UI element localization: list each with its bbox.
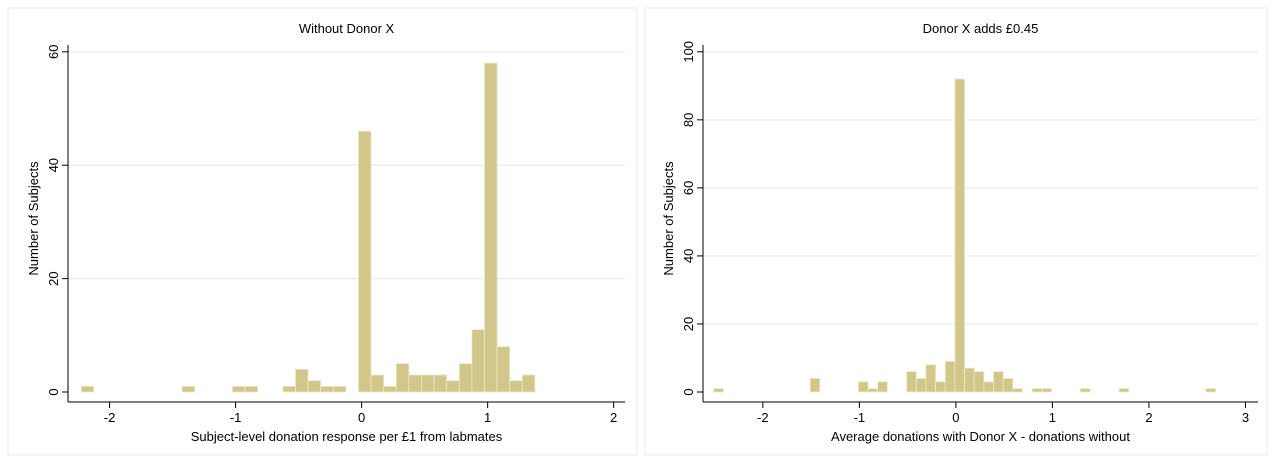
x-tick-label: -1 bbox=[230, 410, 242, 425]
chart-title: Donor X adds £0.45 bbox=[923, 21, 1039, 36]
x-tick-label: 2 bbox=[610, 410, 617, 425]
bar bbox=[1041, 388, 1052, 393]
bar bbox=[973, 371, 985, 393]
x-tick-label: -1 bbox=[854, 410, 866, 425]
bar bbox=[244, 385, 259, 393]
bar bbox=[433, 374, 448, 393]
bar bbox=[80, 385, 95, 393]
bar bbox=[944, 360, 956, 393]
bar bbox=[509, 380, 523, 393]
bar bbox=[408, 374, 422, 393]
bar bbox=[282, 385, 296, 393]
bar bbox=[877, 381, 888, 393]
bar bbox=[906, 371, 917, 393]
bar bbox=[421, 374, 435, 393]
bar bbox=[935, 381, 946, 393]
y-axis-label: Number of Subjects bbox=[26, 161, 41, 276]
bar bbox=[809, 377, 821, 393]
bar bbox=[521, 374, 536, 393]
bar bbox=[458, 363, 473, 393]
bar bbox=[983, 381, 994, 393]
x-tick-label: 1 bbox=[1049, 410, 1056, 425]
y-tick-label: 40 bbox=[681, 249, 696, 263]
x-tick-label: 2 bbox=[1145, 410, 1152, 425]
x-tick-label: 0 bbox=[358, 410, 365, 425]
y-tick-label: 60 bbox=[681, 181, 696, 195]
bar bbox=[993, 371, 1004, 393]
bar bbox=[332, 385, 347, 393]
bar bbox=[915, 377, 927, 393]
x-axis-label: Subject-level donation response per £1 f… bbox=[191, 429, 503, 444]
y-tick-label: 60 bbox=[46, 45, 61, 59]
y-tick-label: 0 bbox=[681, 388, 696, 395]
bar bbox=[1002, 377, 1014, 393]
bar bbox=[232, 385, 246, 393]
x-tick-label: 1 bbox=[484, 410, 491, 425]
bar bbox=[1205, 388, 1216, 393]
y-tick-label: 20 bbox=[681, 317, 696, 331]
chart-title: Without Donor X bbox=[299, 21, 395, 36]
y-tick-label: 40 bbox=[46, 158, 61, 172]
y-tick-label: 0 bbox=[46, 388, 61, 395]
bar bbox=[1118, 388, 1130, 393]
bar bbox=[446, 380, 460, 393]
bar bbox=[713, 388, 724, 393]
bar bbox=[383, 385, 397, 393]
y-tick-label: 20 bbox=[46, 271, 61, 285]
bar bbox=[964, 367, 975, 393]
bar bbox=[358, 130, 372, 393]
y-tick-label: 80 bbox=[681, 113, 696, 127]
y-axis-label: Number of Subjects bbox=[661, 161, 676, 276]
x-tick-label: 0 bbox=[952, 410, 959, 425]
y-tick-label: 100 bbox=[681, 41, 696, 63]
bar bbox=[370, 374, 385, 393]
bar bbox=[181, 385, 196, 393]
bar bbox=[471, 329, 485, 393]
bar bbox=[867, 388, 879, 393]
bar bbox=[1031, 388, 1043, 393]
bar bbox=[858, 381, 869, 393]
bar bbox=[496, 346, 511, 393]
bar bbox=[295, 368, 309, 393]
bar bbox=[1012, 388, 1023, 393]
bar bbox=[320, 385, 334, 393]
bar bbox=[1080, 388, 1091, 393]
bar bbox=[484, 62, 498, 393]
bar bbox=[307, 380, 322, 393]
x-axis-label: Average donations with Donor X - donatio… bbox=[831, 429, 1130, 444]
bar bbox=[954, 78, 965, 393]
bar bbox=[925, 364, 937, 393]
x-tick-label: -2 bbox=[104, 410, 116, 425]
bar bbox=[395, 363, 410, 393]
x-tick-label: -2 bbox=[757, 410, 769, 425]
x-tick-label: 3 bbox=[1242, 410, 1249, 425]
